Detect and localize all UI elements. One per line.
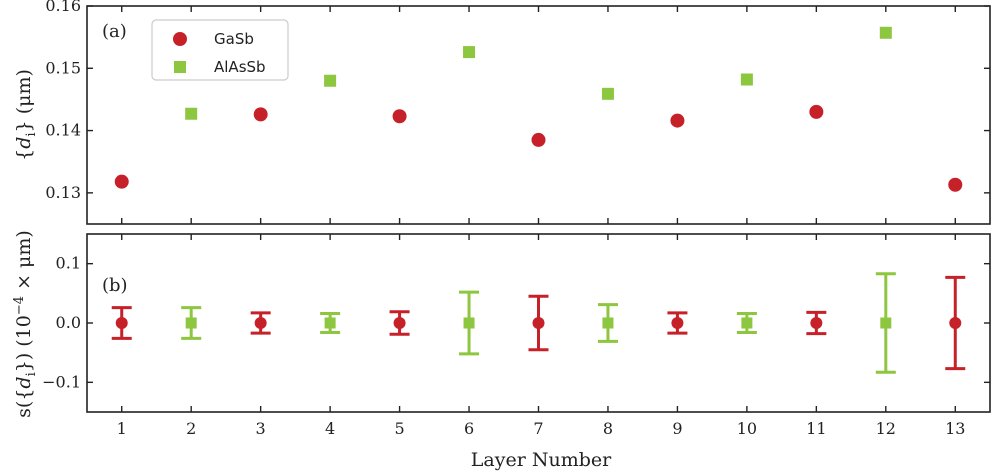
data-point-gasb — [253, 107, 268, 122]
data-point-alassb — [601, 87, 614, 100]
data-point-alassb — [463, 46, 476, 59]
data-point-gasb — [809, 104, 824, 119]
data-point-alassb — [879, 26, 892, 39]
data-point-alassb — [740, 73, 753, 86]
data-point-alassb — [741, 317, 753, 329]
legend-marker-gasb — [173, 32, 187, 46]
y-title-a-close: } (μm) — [13, 69, 35, 132]
panel-a-y-ticks: 0.13 0.14 0.15 0.16 — [45, 0, 990, 202]
data-point-gasb — [671, 317, 684, 329]
x-tick-label: 3 — [256, 419, 266, 438]
panel-a: (a) 0.13 0.14 0.15 0.16 {di} (μm) GaSb AlAs… — [13, 0, 991, 225]
data-point-gasb — [948, 177, 963, 192]
data-point-gasb — [114, 174, 129, 189]
panel-b: (b) 0.10.0−0.1 1 2 3 4 5 6 7 8 9 10 11 12 13 s({di})… — [12, 230, 991, 471]
y-title-b-exp: −4 — [12, 296, 27, 315]
legend-marker-alassb — [174, 61, 186, 73]
y-title-a-var: d — [13, 137, 35, 149]
data-point-gasb — [810, 317, 823, 329]
legend-label-gasb: GaSb — [214, 30, 254, 48]
data-point-gasb — [392, 109, 407, 124]
x-tick-label: 1 — [117, 419, 127, 438]
y-tick-label: 0.1 — [56, 254, 81, 273]
y-title-b-close: × μm) — [13, 230, 35, 296]
panel-a-points — [114, 26, 963, 192]
data-point-gasb — [531, 132, 546, 147]
x-tick-label: 4 — [325, 419, 335, 438]
data-point-alassb — [463, 317, 475, 329]
x-tick-label: 12 — [876, 419, 896, 438]
panel-b-label: (b) — [102, 275, 128, 296]
data-point-alassb — [185, 107, 198, 120]
y-tick-label: 0.15 — [45, 58, 81, 77]
x-axis-title: Layer Number — [471, 449, 612, 471]
x-tick-label: 9 — [672, 419, 682, 438]
x-tick-label: 13 — [945, 419, 965, 438]
data-point-gasb — [949, 317, 962, 329]
data-point-gasb — [393, 317, 406, 329]
panel-a-y-axis-title: {di} (μm) — [13, 69, 39, 161]
x-tick-label: 10 — [737, 419, 757, 438]
y-title-b-open: s({ — [13, 389, 35, 418]
data-point-alassb — [880, 317, 892, 329]
x-tick-label: 2 — [186, 419, 196, 438]
y-title-b-sub: i — [24, 372, 39, 376]
x-tick-label: 11 — [806, 419, 826, 438]
y-tick-label: 0.0 — [56, 313, 81, 332]
y-title-a-sub: i — [24, 132, 39, 136]
x-tick-label: 6 — [464, 419, 474, 438]
panel-b-x-ticks: 1 2 3 4 5 6 7 8 9 10 11 12 13 — [117, 234, 965, 438]
panel-b-y-ticks: 0.1 0.0 −0.1 — [42, 254, 990, 391]
y-tick-label: 0.16 — [45, 0, 81, 15]
panel-a-label: (a) — [102, 21, 127, 42]
data-point-gasb — [532, 317, 545, 329]
y-title-b-mid: }) (10 — [13, 315, 35, 372]
x-tick-label: 8 — [603, 419, 613, 438]
data-point-alassb — [602, 317, 614, 329]
y-title-a-open: { — [13, 149, 35, 161]
x-tick-label: 7 — [533, 419, 543, 438]
x-tick-label: 5 — [394, 419, 404, 438]
data-point-gasb — [115, 317, 128, 329]
data-point-alassb — [185, 317, 197, 329]
legend: GaSb AlAsSb — [151, 19, 289, 81]
data-point-gasb — [254, 317, 267, 329]
data-point-alassb — [324, 74, 337, 87]
data-point-gasb — [670, 113, 685, 128]
y-tick-label: 0.14 — [45, 121, 81, 140]
panel-a-x-ticks — [121, 6, 956, 224]
y-tick-label: 0.13 — [45, 183, 81, 202]
panel-b-y-axis-title: s({di}) (10−4 × μm) — [12, 230, 39, 418]
y-title-b-var: d — [13, 376, 35, 388]
y-tick-label: −0.1 — [42, 372, 81, 391]
legend-label-alassb: AlAsSb — [214, 58, 266, 76]
panel-b-points — [111, 272, 966, 374]
data-point-alassb — [324, 317, 336, 329]
